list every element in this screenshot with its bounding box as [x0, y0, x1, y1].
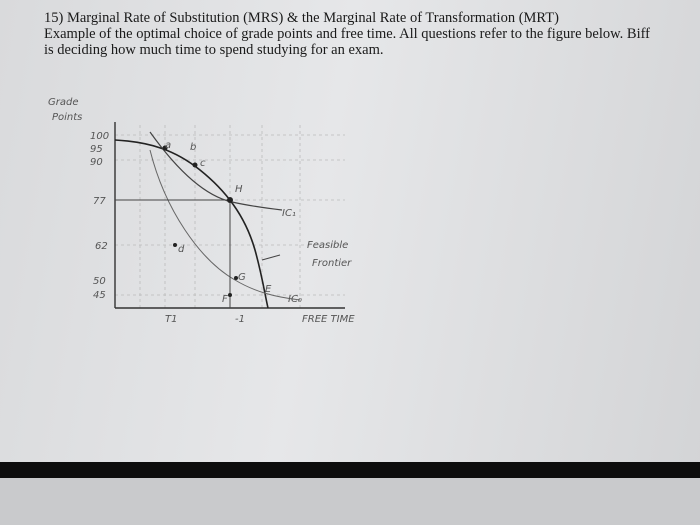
point-label: F	[222, 294, 228, 305]
y-tick: 90	[90, 157, 103, 168]
y-tick: 45	[93, 290, 106, 301]
feasible-frontier	[114, 139, 269, 309]
y-tick: 77	[93, 196, 106, 207]
y-tick: 50	[93, 276, 106, 287]
y-tick: 100	[90, 131, 109, 142]
frontier-label: Frontier	[312, 258, 352, 269]
dark-band	[0, 462, 700, 478]
grid	[115, 125, 345, 308]
lower-area	[0, 478, 700, 525]
frontier-label: Feasible	[307, 240, 348, 251]
text-line: is deciding how much time to spend study…	[44, 42, 384, 58]
point-label: G	[238, 272, 246, 283]
guide-lines	[115, 199, 281, 308]
y-axis-label: Points	[52, 112, 82, 123]
point-label: E	[265, 284, 272, 295]
point-label: d	[178, 244, 185, 255]
y-tick: 95	[90, 144, 103, 155]
x-mark: T1	[165, 314, 177, 325]
y-axis-label: Grade	[48, 97, 79, 108]
point-label: H	[235, 184, 243, 195]
point-label: a	[165, 140, 171, 151]
point-label: b	[190, 142, 196, 153]
x-mark: -1	[235, 314, 245, 325]
question-text: 15) Marginal Rate of Substitution (MRS) …	[44, 10, 650, 58]
curve-label: IC₀	[288, 294, 302, 305]
curve-label: IC₁	[282, 208, 296, 219]
indifference-curve-low	[149, 149, 301, 301]
x-axis-label: FREE TIME	[302, 314, 355, 325]
point-label: c	[200, 158, 206, 169]
text-line: Example of the optimal choice of grade p…	[44, 26, 650, 42]
points	[162, 145, 238, 297]
text-line: 15) Marginal Rate of Substitution (MRS) …	[44, 10, 559, 26]
y-tick: 62	[95, 241, 108, 252]
